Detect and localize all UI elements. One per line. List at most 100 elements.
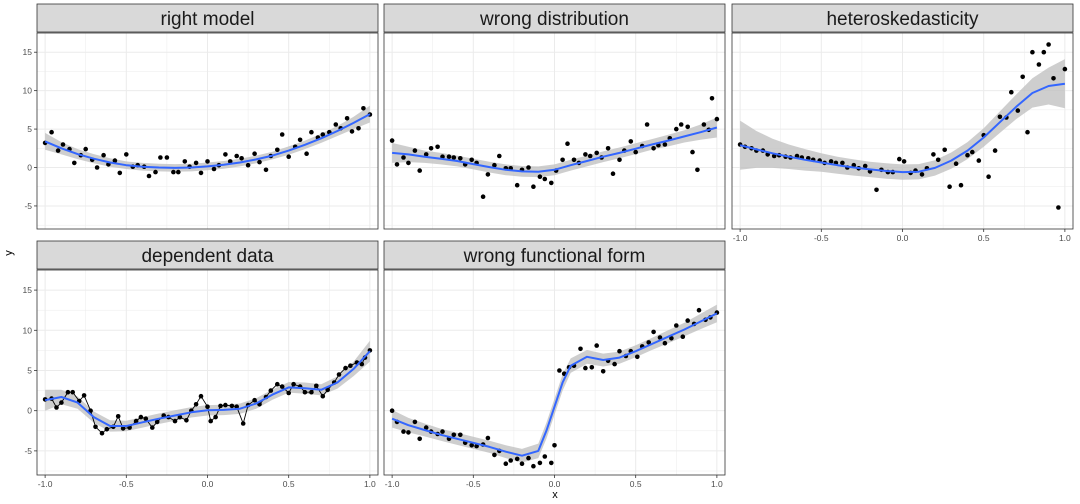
- data-point: [117, 170, 123, 176]
- x-tick-label: 0.5: [978, 233, 990, 243]
- x-tick-label: -0.5: [466, 479, 481, 489]
- data-point: [401, 429, 406, 434]
- data-point: [93, 424, 98, 430]
- data-point: [359, 361, 365, 367]
- data-point: [600, 369, 606, 374]
- x-tick-label: 0.5: [630, 479, 642, 489]
- panel-border: [36, 32, 379, 230]
- data-point: [1015, 108, 1021, 113]
- strip-title: wrong functional form: [463, 246, 646, 267]
- data-point: [297, 137, 303, 143]
- data-point: [685, 124, 690, 130]
- data-point: [480, 194, 486, 199]
- strip-title: wrong distribution: [479, 9, 629, 30]
- data-point: [240, 421, 246, 426]
- panel-1: wrong distribution: [383, 3, 726, 230]
- data-point: [423, 425, 429, 430]
- data-point: [286, 154, 292, 159]
- data-point: [146, 173, 152, 179]
- data-point: [302, 389, 308, 395]
- data-point: [428, 146, 434, 151]
- data-point: [901, 159, 907, 164]
- panel-3: dependent data -5 0 5 10 15 -1.0 -0.5 0.0 0.5 1.0: [23, 240, 379, 489]
- data-point: [605, 146, 611, 151]
- data-point: [552, 443, 557, 448]
- data-point: [72, 160, 77, 166]
- data-point: [610, 171, 616, 176]
- data-point: [947, 184, 952, 189]
- data-point: [229, 403, 235, 409]
- data-point: [348, 363, 353, 369]
- data-point: [485, 435, 491, 441]
- x-tick-label: -1.0: [38, 479, 53, 489]
- panel-2: heteroskedasticity -1.0 -0.5 0.0 0.5 1.0: [731, 3, 1074, 243]
- data-point: [389, 408, 395, 414]
- data-point: [589, 365, 595, 370]
- x-tick-label: 1.0: [1059, 233, 1071, 243]
- smooth-line: [44, 350, 371, 427]
- data-point: [986, 174, 991, 179]
- data-point: [549, 180, 554, 186]
- data-point: [406, 430, 411, 435]
- data-point: [458, 156, 463, 161]
- data-point: [492, 162, 497, 168]
- data-point: [279, 384, 285, 389]
- x-tick-label: -1.0: [385, 479, 400, 489]
- smooth-line: [739, 82, 1066, 174]
- data-point: [138, 414, 144, 420]
- data-point: [560, 157, 565, 163]
- data-point: [992, 148, 998, 153]
- data-point: [657, 335, 663, 340]
- data-point: [154, 419, 160, 425]
- x-tick-label: -1.0: [733, 233, 748, 243]
- data-point: [423, 152, 429, 157]
- data-point: [1009, 89, 1014, 95]
- data-point: [257, 159, 262, 165]
- x-tick-label: 0.5: [283, 479, 295, 489]
- data-point: [633, 149, 638, 155]
- strip-bg: [731, 3, 1074, 33]
- data-point: [935, 157, 941, 163]
- data-point: [227, 159, 233, 164]
- data-point: [333, 122, 339, 127]
- data-point: [252, 397, 257, 403]
- data-point: [469, 443, 475, 448]
- data-point: [662, 340, 668, 346]
- smooth-line: [392, 126, 718, 173]
- data-point: [565, 141, 570, 146]
- data-point: [583, 365, 588, 371]
- data-point: [519, 461, 525, 467]
- confidence-band: [392, 117, 717, 178]
- data-point: [104, 426, 110, 432]
- data-point: [531, 184, 536, 189]
- data-point: [193, 160, 199, 166]
- x-tick-label: -0.5: [119, 479, 134, 489]
- y-tick-label: 10: [23, 86, 33, 96]
- data-point: [83, 146, 88, 152]
- data-point: [537, 460, 543, 466]
- data-point: [239, 156, 244, 161]
- data-point: [417, 436, 423, 442]
- data-point: [198, 170, 204, 176]
- strip-title: dependent data: [141, 246, 274, 267]
- data-point: [612, 361, 617, 367]
- data-point: [88, 408, 93, 414]
- data-point: [970, 149, 975, 155]
- data-point: [435, 144, 440, 150]
- data-point: [446, 154, 452, 159]
- data-point: [508, 458, 513, 463]
- data-point: [205, 404, 210, 410]
- data-point: [531, 463, 536, 469]
- data-point: [325, 387, 331, 393]
- data-point: [314, 383, 319, 389]
- data-point: [1020, 74, 1025, 80]
- data-point: [942, 147, 947, 153]
- data-point: [646, 340, 651, 345]
- data-point: [55, 148, 61, 153]
- data-point: [153, 169, 158, 175]
- data-point: [931, 152, 936, 157]
- data-point: [356, 126, 361, 131]
- data-point: [401, 155, 406, 160]
- x-tick-label: -0.5: [814, 233, 829, 243]
